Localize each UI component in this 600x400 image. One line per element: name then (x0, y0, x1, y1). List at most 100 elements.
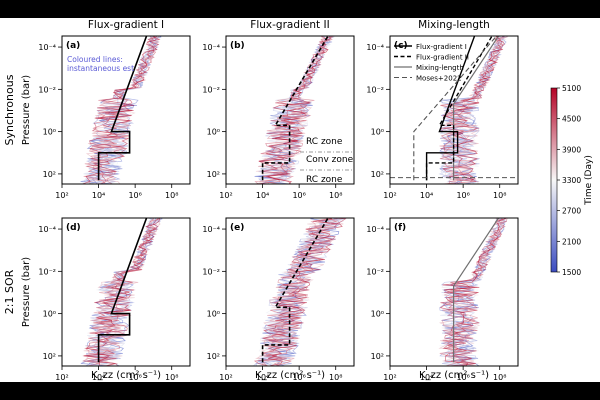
legend-entry: Flux-gradient II (416, 53, 469, 61)
y-tick-label: 10² (43, 170, 56, 179)
kzz-estimate-line (441, 36, 505, 184)
x-tick-label: 10⁶ (292, 373, 305, 382)
panel-frame (225, 35, 355, 185)
colorbar-label: Time (Day) (584, 155, 594, 206)
y-tick-label: 10⁰ (43, 310, 56, 319)
kzz-estimate-line (440, 36, 505, 182)
y-tick-label: 10⁻⁴ (202, 225, 220, 234)
zone-label: RC zone (306, 137, 343, 147)
row-title: Synchronous (3, 74, 16, 145)
panel-f: 10² 10⁴ 10⁶ 10⁸ 10⁻⁴ 10⁻² 10⁰ 10² (f) (366, 217, 519, 382)
y-tick-label: 10⁻² (38, 267, 56, 276)
y-tick-label: 10⁻² (202, 267, 220, 276)
panel-frame (61, 35, 191, 185)
panel-label: (d) (66, 223, 81, 233)
kzz-profile-line (261, 36, 329, 181)
y-tick-label: 10⁰ (371, 128, 384, 137)
y-tick-label: 10⁻⁴ (38, 225, 56, 234)
x-tick-label: 10⁸ (329, 373, 342, 382)
y-tick-label: 10⁻² (366, 267, 384, 276)
panel-plot-area (80, 218, 163, 366)
colorbar-tick-label: 1500 (562, 268, 581, 277)
y-tick-label: 10⁻² (366, 85, 384, 94)
x-tick-label: 10⁸ (165, 191, 178, 200)
y-tick-label: 10⁰ (207, 128, 220, 137)
kzz-estimate-line (81, 36, 161, 184)
panel-e: 10² 10⁴ 10⁶ 10⁸ 10⁻⁴ 10⁻² 10⁰ 10² (e) (202, 217, 355, 382)
y-tick-label: 10⁻² (202, 85, 220, 94)
kzz-estimate-line (441, 36, 503, 182)
panel-plot-area (252, 218, 347, 366)
kzz-estimate-line (84, 218, 161, 366)
y-axis-label: Pressure (bar) (21, 75, 32, 145)
y-tick-label: 10⁰ (371, 310, 384, 319)
x-tick-label: 10⁸ (329, 191, 342, 200)
y-tick-label: 10⁻⁴ (366, 43, 384, 52)
x-tick-label: 10⁴ (420, 191, 433, 200)
x-tick-label: 10⁴ (92, 373, 105, 382)
x-tick-label: 10⁶ (128, 191, 141, 200)
panel-label: (e) (230, 223, 244, 233)
legend: Flux-gradient I Flux-gradient II Mixing-le… (394, 43, 469, 82)
x-tick-label: 10⁶ (128, 373, 141, 382)
panel-frame (61, 217, 191, 367)
colorbar (550, 87, 558, 273)
kzz-profile-line (97, 218, 148, 363)
kzz-estimate-line (438, 218, 505, 366)
x-axis-label: K_zz (cm² s⁻¹) (419, 370, 489, 381)
y-tick-label: 10⁰ (207, 310, 220, 319)
kzz-estimate-line (83, 218, 159, 366)
x-tick-label: 10⁴ (92, 191, 105, 200)
kzz-profile-line (261, 218, 329, 363)
mixing-length-line (453, 218, 500, 363)
x-tick-label: 10² (55, 373, 68, 382)
x-tick-label: 10⁶ (456, 373, 469, 382)
x-tick-label: 10⁶ (456, 191, 469, 200)
panel-annotation: Coloured lines: (67, 55, 123, 64)
x-axis-label: K_zz (cm² s⁻¹) (91, 370, 161, 381)
kzz-estimate-line (262, 218, 338, 366)
x-tick-label: 10⁴ (256, 373, 269, 382)
panel-label: (a) (66, 41, 80, 51)
panel-frame (225, 217, 355, 367)
x-tick-label: 10⁴ (256, 191, 269, 200)
column-title: Flux-gradient II (250, 19, 329, 31)
zone-label: RC zone (306, 175, 343, 185)
kzz-estimate-line (261, 218, 343, 366)
column-title: Flux-gradient I (88, 19, 164, 31)
panel-plot-area (438, 218, 508, 366)
y-axis-label: Pressure (bar) (21, 257, 32, 327)
figure-canvas: 10² 10⁴ 10⁶ 10⁸ 10⁻⁴ 10⁻² 10⁰ 10² (a) Coloured li… (0, 18, 600, 382)
y-tick-label: 10² (43, 352, 56, 361)
x-axis-label: K_zz (cm² s⁻¹) (255, 370, 325, 381)
y-tick-label: 10⁰ (43, 128, 56, 137)
y-tick-label: 10⁻⁴ (366, 225, 384, 234)
y-tick-label: 10² (207, 352, 220, 361)
x-tick-label: 10² (219, 373, 232, 382)
kzz-estimate-line (253, 218, 347, 366)
colorbar-tick-label: 4500 (562, 115, 581, 124)
flux-gradient-i-line (425, 36, 476, 181)
panel-a: 10² 10⁴ 10⁶ 10⁸ 10⁻⁴ 10⁻² 10⁰ 10² (a) Coloured li… (38, 35, 191, 200)
x-tick-label: 10² (383, 373, 396, 382)
panel-plot-area (390, 36, 518, 184)
kzz-estimate-line (260, 36, 335, 184)
kzz-estimate-line (87, 36, 157, 184)
x-tick-label: 10⁶ (292, 191, 305, 200)
x-tick-label: 10⁴ (420, 373, 433, 382)
panel-d: 10² 10⁴ 10⁶ 10⁸ 10⁻⁴ 10⁻² 10⁰ 10² (d) (38, 217, 191, 382)
x-tick-label: 10⁸ (493, 191, 506, 200)
y-tick-label: 10² (207, 170, 220, 179)
panel-annotation: instantaneous est (67, 64, 134, 73)
legend-entry: Moses+2022 (416, 74, 462, 82)
flux-gradient-ii-line (425, 36, 493, 181)
panel-b: 10² 10⁴ 10⁶ 10⁸ 10⁻⁴ 10⁻² 10⁰ 10² (b) RC zone Conv… (202, 35, 355, 200)
x-tick-label: 10⁸ (165, 373, 178, 382)
moses-2022-line (413, 36, 498, 181)
y-tick-label: 10² (371, 170, 384, 179)
kzz-profile-line (97, 36, 148, 181)
panel-plot-area (80, 36, 162, 184)
x-tick-label: 10² (383, 191, 396, 200)
column-title: Mixing-length (418, 19, 490, 31)
